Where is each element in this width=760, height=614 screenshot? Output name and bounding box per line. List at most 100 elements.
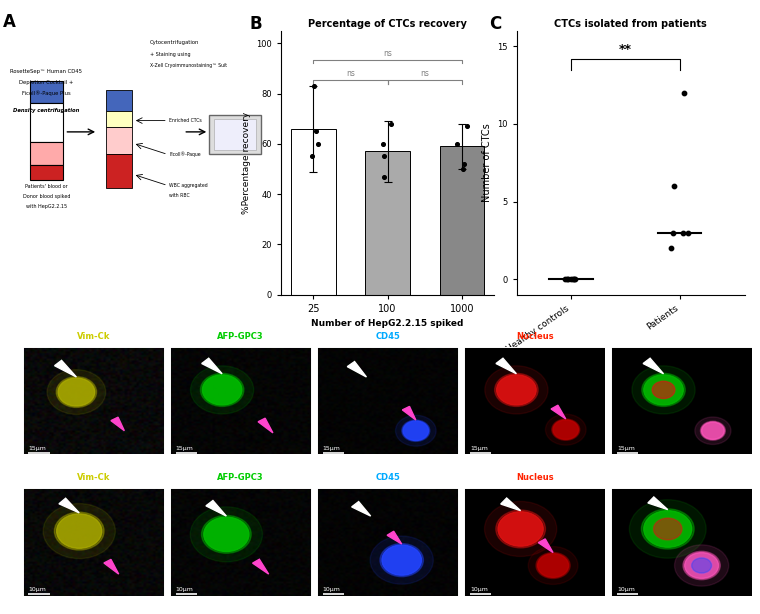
Text: Ficoll®-Paque: Ficoll®-Paque xyxy=(169,152,201,157)
Circle shape xyxy=(553,420,578,440)
Circle shape xyxy=(692,558,711,573)
Bar xyxy=(106,127,131,154)
Circle shape xyxy=(495,373,538,406)
Text: Vim-Ck: Vim-Ck xyxy=(77,473,110,482)
Text: Example 1: Patient Hep0679: Example 1: Patient Hep0679 xyxy=(23,328,201,341)
Circle shape xyxy=(57,514,102,548)
Circle shape xyxy=(675,545,729,586)
Text: A: A xyxy=(2,14,15,31)
Text: Cytocentrifugation: Cytocentrifugation xyxy=(150,41,199,45)
Text: RosetteSep™ Human CD45: RosetteSep™ Human CD45 xyxy=(11,69,82,74)
Circle shape xyxy=(58,378,95,406)
Text: Donor blood spiked: Donor blood spiked xyxy=(23,194,70,200)
Point xyxy=(378,172,390,182)
Circle shape xyxy=(651,381,676,399)
Circle shape xyxy=(485,366,548,414)
Circle shape xyxy=(395,415,436,446)
Y-axis label: Number of CTCs: Number of CTCs xyxy=(482,123,492,202)
Circle shape xyxy=(202,375,242,405)
Text: 15μm: 15μm xyxy=(176,446,194,451)
Text: Enriched CTCs: Enriched CTCs xyxy=(169,118,202,123)
Circle shape xyxy=(537,554,568,577)
Circle shape xyxy=(701,422,724,440)
Text: B: B xyxy=(249,15,262,33)
Text: D: D xyxy=(4,328,17,346)
Text: 10μm: 10μm xyxy=(176,588,194,593)
Polygon shape xyxy=(402,406,416,420)
Text: AFP-GPC3: AFP-GPC3 xyxy=(217,332,264,341)
Polygon shape xyxy=(496,358,516,374)
Circle shape xyxy=(644,375,683,405)
Circle shape xyxy=(654,518,682,540)
Text: Vim-Ck: Vim-Ck xyxy=(77,332,110,341)
Text: 15μm: 15μm xyxy=(470,446,488,451)
Text: Nucleus: Nucleus xyxy=(516,473,553,482)
Y-axis label: %Percentage recovery: %Percentage recovery xyxy=(242,112,251,214)
Text: 15μm: 15μm xyxy=(617,446,635,451)
Point xyxy=(667,228,679,238)
Bar xyxy=(209,115,261,155)
Circle shape xyxy=(641,509,694,549)
Point xyxy=(678,88,690,98)
Circle shape xyxy=(201,373,244,406)
Circle shape xyxy=(47,370,106,414)
Point xyxy=(385,119,397,129)
Text: 10μm: 10μm xyxy=(323,588,340,593)
Point xyxy=(457,164,469,174)
Text: Ficoll®-Paque Plus: Ficoll®-Paque Plus xyxy=(22,90,71,96)
Circle shape xyxy=(685,553,718,578)
Circle shape xyxy=(496,375,536,405)
Circle shape xyxy=(536,553,570,578)
Bar xyxy=(106,154,131,188)
Text: + Staining using: + Staining using xyxy=(150,52,190,56)
Bar xyxy=(106,90,131,111)
Bar xyxy=(291,129,335,295)
Circle shape xyxy=(645,512,690,546)
Circle shape xyxy=(552,419,580,440)
Bar xyxy=(106,111,131,127)
Text: 10μm: 10μm xyxy=(617,588,635,593)
Point xyxy=(451,139,463,149)
Bar xyxy=(30,165,63,180)
Text: Example 2: Patient Hep0702: Example 2: Patient Hep0702 xyxy=(23,463,201,476)
Circle shape xyxy=(683,551,720,580)
Text: Depletion Cocktail +: Depletion Cocktail + xyxy=(19,80,74,85)
Polygon shape xyxy=(111,417,125,431)
Bar xyxy=(440,146,484,295)
Point xyxy=(312,139,324,149)
Point xyxy=(665,243,677,253)
Point xyxy=(559,274,571,284)
Bar xyxy=(214,119,255,150)
Circle shape xyxy=(652,517,683,541)
Circle shape xyxy=(201,515,252,553)
Text: ns: ns xyxy=(383,49,392,58)
Polygon shape xyxy=(648,497,668,510)
Circle shape xyxy=(403,421,429,440)
Circle shape xyxy=(641,373,686,406)
Point xyxy=(568,274,581,284)
Circle shape xyxy=(191,366,254,414)
Point xyxy=(565,274,577,284)
Circle shape xyxy=(55,512,104,550)
Text: C: C xyxy=(489,15,502,33)
Circle shape xyxy=(644,511,692,547)
Point xyxy=(306,152,318,161)
Polygon shape xyxy=(104,559,119,574)
Point xyxy=(568,274,581,284)
Polygon shape xyxy=(201,358,222,374)
Polygon shape xyxy=(352,502,371,516)
Polygon shape xyxy=(643,358,663,374)
Text: **: ** xyxy=(619,42,632,55)
Point xyxy=(308,81,320,91)
Text: Merged: Merged xyxy=(664,332,700,341)
Circle shape xyxy=(204,517,249,551)
Point xyxy=(561,274,573,284)
Point xyxy=(378,152,390,161)
Circle shape xyxy=(546,414,586,445)
X-axis label: Number of HepG2.2.15 spiked: Number of HepG2.2.15 spiked xyxy=(312,319,464,328)
Point xyxy=(677,228,689,238)
Point xyxy=(461,122,473,131)
Circle shape xyxy=(686,553,717,578)
Text: X-Zell Cryoimmunostaining™ Suit: X-Zell Cryoimmunostaining™ Suit xyxy=(150,63,226,68)
Text: WBC aggregated: WBC aggregated xyxy=(169,183,207,188)
